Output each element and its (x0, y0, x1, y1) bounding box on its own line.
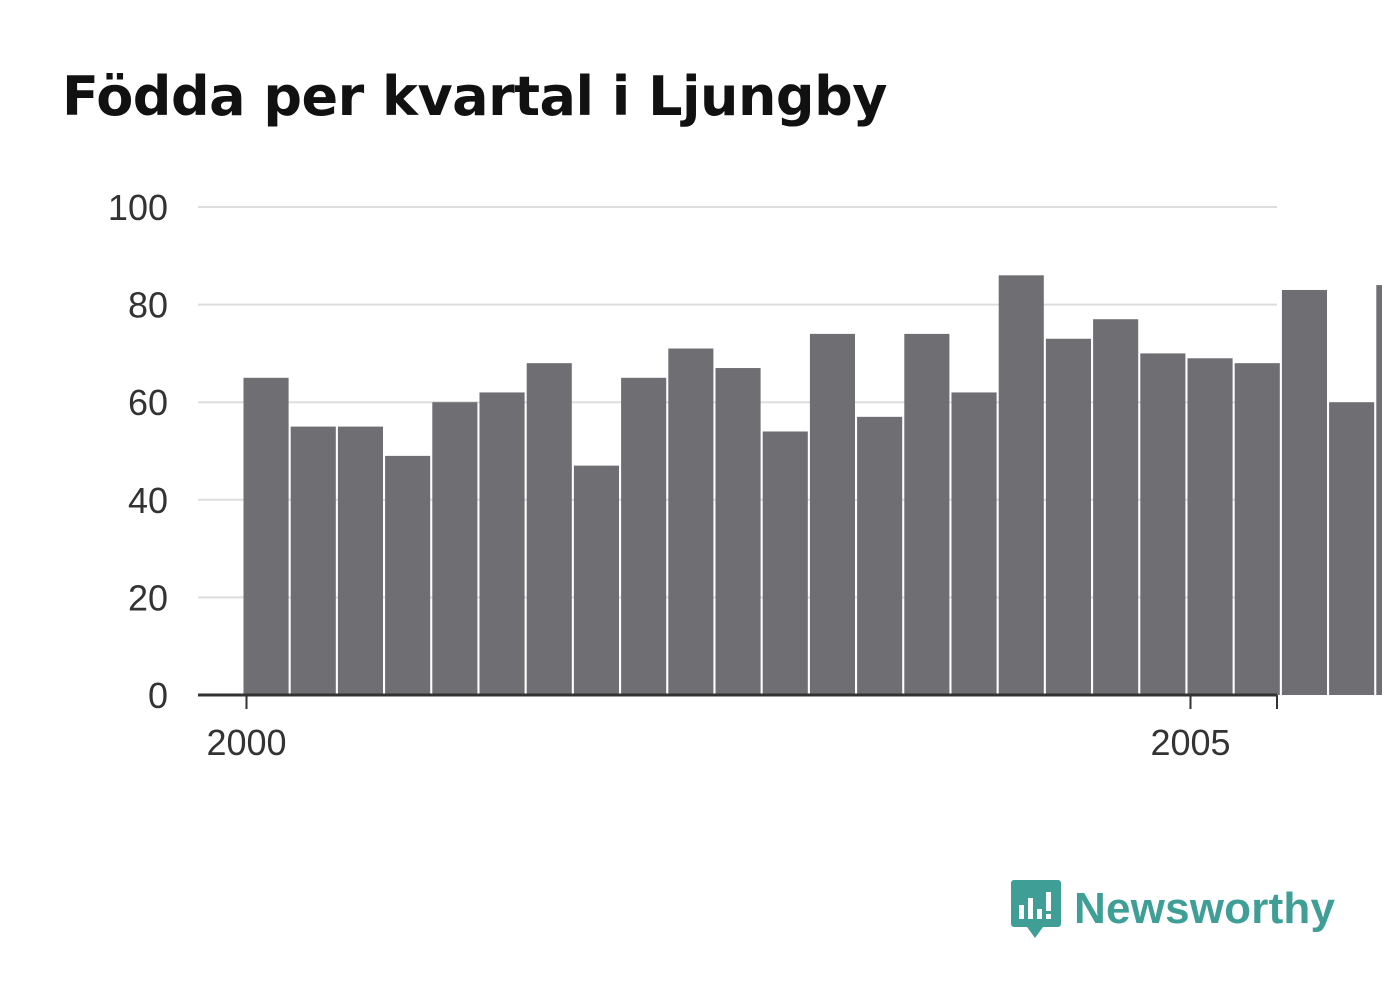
bar (1045, 338, 1091, 695)
bar (715, 368, 761, 695)
bar (573, 465, 619, 695)
bar (998, 275, 1044, 695)
brand-name: Newsworthy (1074, 884, 1336, 933)
bar (337, 426, 383, 695)
bar (809, 333, 855, 695)
bar (668, 348, 714, 695)
bar (951, 392, 997, 695)
labels: 02040608010020002005201020152020202553 (108, 187, 1231, 763)
bar (904, 333, 950, 695)
bar (1187, 358, 1233, 695)
bar-chart-bubble-icon (1011, 880, 1061, 938)
y-tick-label: 20 (128, 577, 168, 618)
bar (1093, 319, 1139, 695)
bar (1140, 353, 1186, 695)
y-tick-label: 0 (148, 675, 168, 716)
bar (526, 363, 572, 695)
x-tick-label: 2000 (206, 722, 286, 763)
bar (857, 416, 903, 695)
bar (385, 455, 431, 695)
y-tick-label: 60 (128, 382, 168, 423)
bar (290, 426, 336, 695)
newsworthy-logo: Newsworthy (1010, 878, 1335, 940)
bar (762, 431, 808, 695)
y-tick-label: 80 (128, 285, 168, 326)
bars (243, 275, 1382, 695)
bar (1376, 285, 1382, 695)
bar (432, 402, 478, 695)
chart-title: Födda per kvartal i Ljungby (62, 65, 887, 128)
bar (1329, 402, 1375, 695)
bar (621, 377, 667, 695)
y-tick-label: 40 (128, 480, 168, 521)
bar (243, 377, 289, 695)
x-tick-label: 2005 (1150, 722, 1230, 763)
bar (1281, 289, 1327, 695)
bar (479, 392, 525, 695)
y-tick-label: 100 (108, 187, 168, 228)
axes (198, 693, 1278, 709)
bar (1234, 363, 1280, 695)
